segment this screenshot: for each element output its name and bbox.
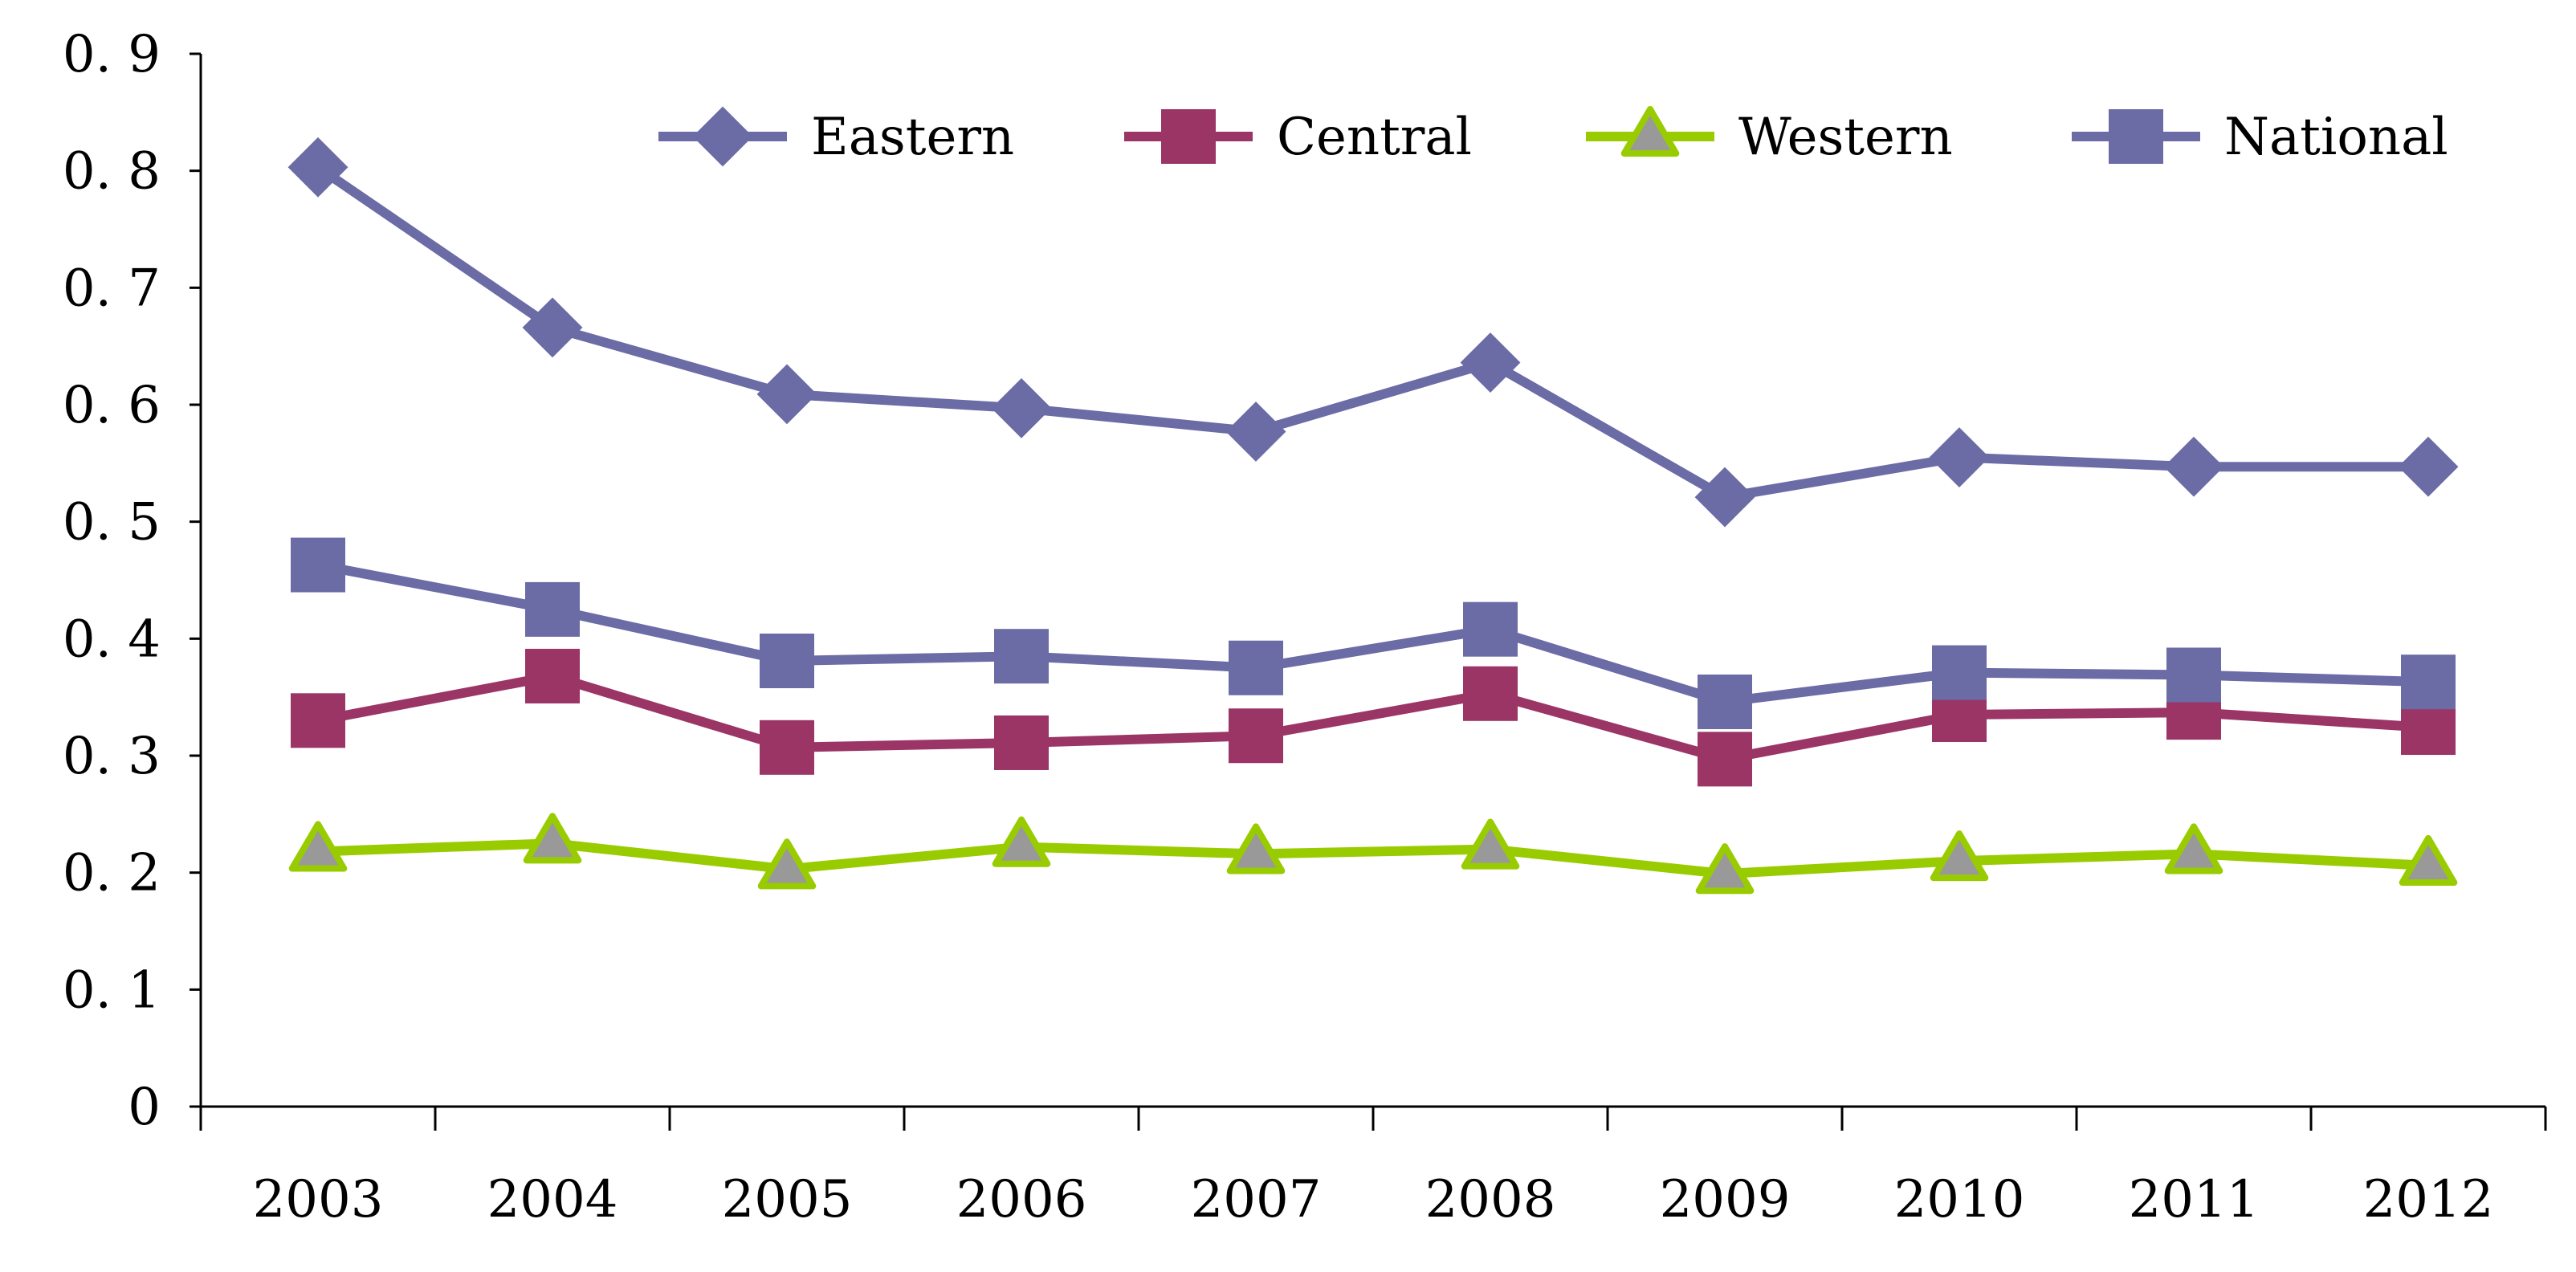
series-national — [291, 537, 2456, 729]
x-tick-label: 2011 — [2129, 1170, 2260, 1229]
data-point-national — [2401, 654, 2456, 710]
data-point-eastern — [2398, 436, 2459, 497]
y-tick-label: 0. 1 — [63, 960, 161, 1020]
series-central — [291, 648, 2456, 787]
y-tick-label: 0. 6 — [63, 376, 161, 435]
legend-label: Central — [1277, 108, 1472, 167]
legend-label: Western — [1738, 108, 1953, 167]
data-point-eastern — [756, 364, 817, 425]
x-tick-label: 2008 — [1425, 1170, 1556, 1229]
series-eastern — [287, 137, 2459, 528]
data-point-western — [1695, 843, 1755, 895]
legend-marker — [692, 106, 753, 167]
data-point-national — [1229, 640, 1283, 695]
data-point-central — [1698, 732, 1752, 787]
data-point-western — [1226, 823, 1286, 874]
legend-label: National — [2224, 108, 2448, 167]
legend-item-central: Central — [1124, 108, 1472, 167]
data-point-western — [2164, 823, 2223, 874]
x-tick-label: 2006 — [956, 1170, 1087, 1229]
x-tick-label: 2004 — [487, 1170, 618, 1229]
data-point-western — [2399, 834, 2458, 887]
legend-marker — [1620, 106, 1680, 157]
y-tick-label: 0. 5 — [63, 493, 161, 552]
legend-item-national: National — [2072, 108, 2448, 167]
data-point-national — [760, 634, 814, 689]
data-point-western — [288, 821, 348, 872]
y-tick-label: 0. 7 — [63, 259, 161, 318]
x-tick-label: 2010 — [1894, 1170, 2025, 1229]
data-point-eastern — [991, 377, 1052, 438]
data-point-central — [2401, 700, 2456, 756]
series-layer — [287, 137, 2459, 895]
data-point-central — [291, 693, 345, 748]
legend-marker — [2109, 109, 2163, 164]
data-point-eastern — [1460, 332, 1521, 393]
y-tick-label: 0 — [128, 1078, 161, 1137]
x-tick-label: 2012 — [2363, 1170, 2494, 1229]
data-point-western — [992, 816, 1051, 867]
y-tick-label: 0. 4 — [63, 610, 161, 669]
data-point-western — [757, 838, 817, 890]
legend-item-western: Western — [1586, 106, 1953, 167]
x-tick-label: 2005 — [722, 1170, 853, 1229]
x-tick-label: 2003 — [253, 1170, 384, 1229]
data-point-national — [2166, 647, 2221, 703]
legend: Eastern Central Western National — [658, 106, 2448, 167]
data-point-national — [525, 581, 580, 637]
y-tick-label: 0. 9 — [63, 25, 161, 84]
data-point-western — [1930, 830, 1989, 882]
data-point-central — [525, 648, 580, 703]
y-tick-label: 0. 2 — [63, 844, 161, 903]
legend-item-eastern: Eastern — [658, 106, 1014, 167]
data-point-eastern — [287, 137, 348, 198]
data-point-national — [1698, 674, 1752, 729]
data-point-national — [1932, 645, 1987, 700]
data-point-eastern — [1225, 402, 1286, 462]
legend-marker — [1161, 109, 1216, 164]
data-point-western — [523, 813, 582, 864]
series-line-central — [313, 671, 2433, 764]
series-line-western — [313, 838, 2433, 879]
data-point-central — [1463, 666, 1518, 721]
data-point-central — [1229, 708, 1283, 764]
data-point-central — [994, 715, 1049, 770]
y-tick-label: 0. 8 — [63, 142, 161, 202]
y-tick-label: 0. 3 — [63, 727, 161, 786]
data-point-western — [1461, 818, 1520, 870]
data-point-eastern — [522, 297, 583, 358]
data-point-eastern — [1929, 427, 1990, 487]
data-point-eastern — [1694, 467, 1755, 528]
series-line-eastern — [313, 162, 2433, 503]
data-point-eastern — [2163, 436, 2224, 497]
data-point-national — [291, 537, 345, 593]
data-point-national — [994, 629, 1049, 684]
series-line-national — [313, 560, 2433, 707]
series-western — [288, 813, 2458, 895]
data-point-central — [760, 720, 814, 775]
data-point-national — [1463, 601, 1518, 657]
x-tick-label: 2009 — [1660, 1170, 1791, 1229]
legend-label: Eastern — [811, 108, 1014, 167]
x-tick-label: 2007 — [1191, 1170, 1322, 1229]
axes: 0 0. 1 0. 2 0. 3 0. 4 0. 5 0. 6 0. 7 0. 8 0. 9 200… — [63, 25, 2547, 1229]
